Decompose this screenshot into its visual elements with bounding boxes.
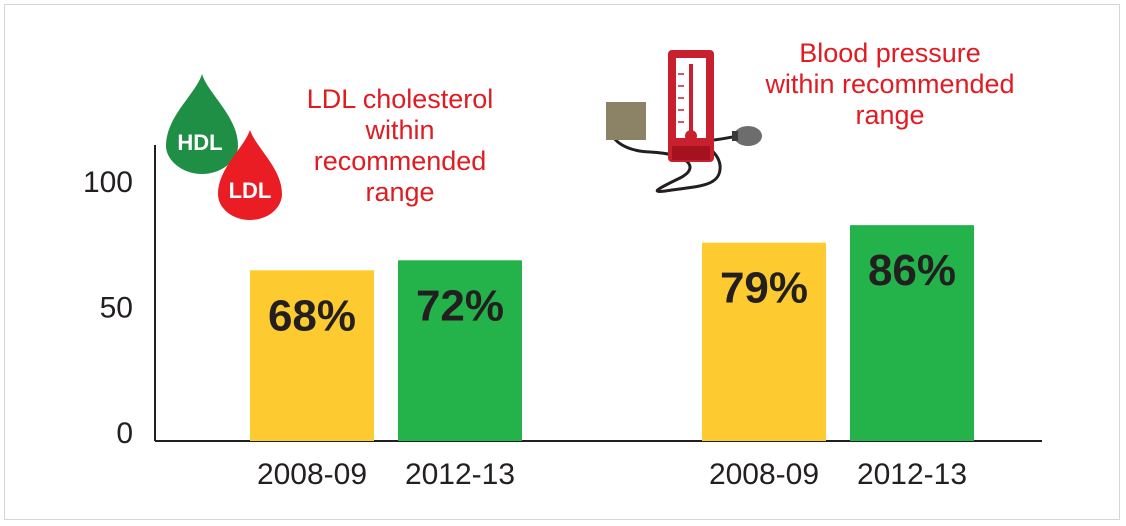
cholesterol-drops-icon: HDL LDL [166, 74, 282, 220]
group-title-line: LDL cholesterol [307, 84, 494, 114]
pump-bulb-shape [734, 126, 762, 146]
hdl-drop-icon [166, 74, 238, 174]
bar-value-label: 72% [416, 281, 504, 330]
bar [850, 225, 974, 441]
bar [250, 270, 374, 441]
bar-value-label: 79% [720, 264, 808, 313]
cuff-shape [606, 102, 646, 140]
group-title-line: within [364, 115, 434, 145]
blood-pressure-gauge-icon [606, 50, 762, 193]
group-title-line: Blood pressure [799, 38, 981, 68]
ldl-drop-icon [218, 130, 282, 220]
x-category-label: 2008-09 [257, 458, 367, 491]
bar-value-label: 86% [868, 246, 956, 295]
ldl-drop-label: LDL [229, 178, 272, 203]
bar [398, 260, 522, 441]
y-tick-label: 100 [83, 166, 133, 199]
x-category-label: 2012-13 [405, 458, 515, 491]
y-tick-label: 0 [116, 417, 133, 450]
group-title-line: range [855, 100, 924, 130]
y-tick-label: 50 [100, 292, 133, 325]
bar-value-label: 68% [268, 291, 356, 340]
x-category-label: 2012-13 [857, 458, 967, 491]
bar [702, 242, 826, 441]
group-title-line: range [365, 177, 434, 207]
hdl-drop-label: HDL [177, 130, 222, 155]
group-title-line: recommended [314, 146, 487, 176]
group-title-line: within recommended [764, 69, 1014, 99]
x-category-label: 2008-09 [709, 458, 819, 491]
